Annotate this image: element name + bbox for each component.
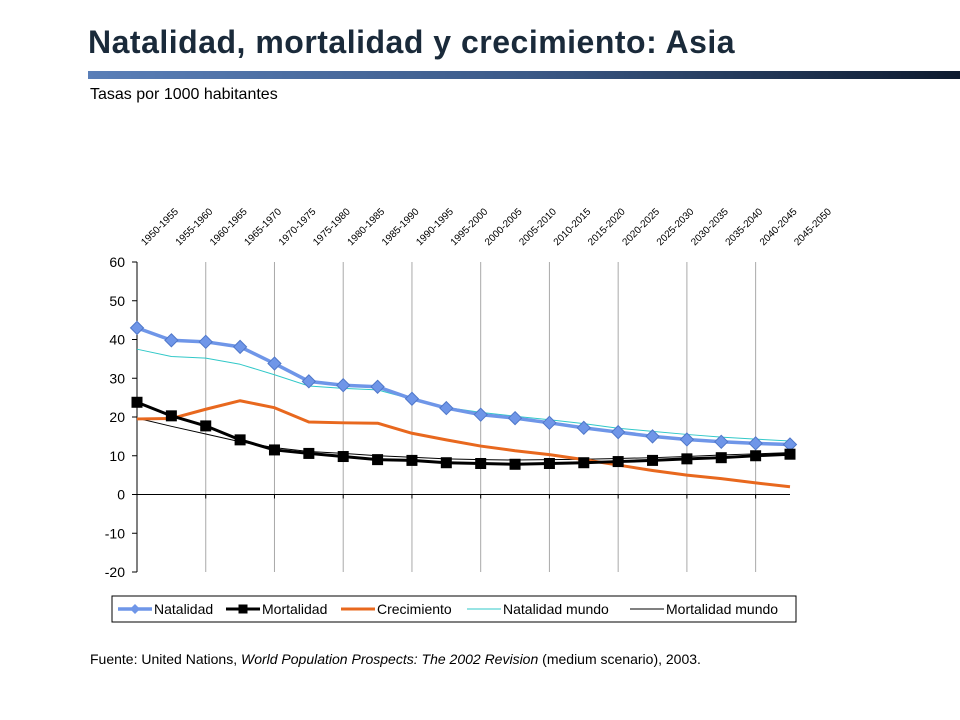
- data-point: [612, 456, 624, 468]
- data-point: [439, 400, 454, 416]
- data-point: [268, 444, 280, 456]
- data-point: [610, 424, 626, 440]
- source-scenario: medium scenario: [546, 651, 654, 667]
- data-point: [372, 454, 384, 466]
- series: [129, 320, 798, 489]
- y-tick-label: 20: [109, 409, 125, 425]
- data-point: [542, 415, 557, 431]
- legend-marker: [130, 604, 140, 614]
- y-tick-label: 40: [109, 332, 125, 348]
- data-point: [336, 378, 351, 393]
- source-prefix: Fuente: United Nations,: [90, 651, 241, 667]
- y-tick-label: 0: [117, 487, 125, 503]
- data-point: [198, 334, 213, 350]
- data-point: [404, 391, 420, 406]
- y-tick-label: 60: [109, 254, 125, 270]
- data-point: [473, 407, 488, 422]
- data-point: [440, 457, 452, 469]
- data-point: [475, 458, 487, 469]
- data-point: [164, 333, 179, 348]
- legend-label: Natalidad: [154, 601, 213, 617]
- y-tick-label: 30: [109, 370, 125, 386]
- data-point: [131, 396, 143, 408]
- legend-label: Crecimiento: [377, 601, 452, 617]
- data-point: [645, 429, 660, 444]
- data-point: [232, 339, 248, 355]
- chart-subtitle: Tasas por 1000 habitantes: [90, 86, 278, 103]
- data-point: [507, 410, 523, 426]
- data-point: [267, 356, 282, 371]
- data-point: [301, 374, 317, 389]
- data-point: [576, 420, 591, 436]
- source-open-paren: (: [538, 651, 547, 667]
- series-line: [136, 348, 791, 442]
- data-point: [679, 432, 695, 447]
- data-point: [714, 434, 729, 450]
- legend: Natalidad Mortalidad Crecimiento Natalidad …: [111, 595, 797, 623]
- y-tick-label: 10: [109, 448, 125, 464]
- data-point: [509, 458, 521, 470]
- data-point: [647, 454, 659, 466]
- title-rule: [88, 71, 960, 79]
- data-point: [784, 448, 796, 460]
- data-point: [129, 320, 145, 336]
- data-point: [234, 434, 246, 446]
- data-point: [750, 450, 762, 462]
- source-note: Fuente: United Nations, World Population…: [90, 651, 701, 667]
- data-point: [748, 436, 763, 451]
- data-point: [200, 420, 212, 432]
- data-point: [715, 452, 727, 464]
- data-point: [406, 454, 418, 466]
- y-tick-label: -10: [105, 525, 125, 541]
- y-tick-label: 50: [109, 293, 125, 309]
- data-point: [303, 447, 315, 459]
- period-label: 2045-2050: [792, 206, 834, 248]
- data-point: [578, 457, 590, 469]
- legend-label: Natalidad mundo: [503, 601, 609, 617]
- data-point: [337, 451, 349, 463]
- legend-label: Mortalidad: [262, 601, 327, 617]
- legend-label: Mortalidad mundo: [666, 601, 778, 617]
- series-line: [136, 400, 791, 466]
- slide-title: Natalidad, mortalidad y crecimiento: Asi…: [88, 24, 736, 60]
- data-point: [681, 453, 693, 465]
- data-point: [370, 379, 385, 394]
- legend-marker: [238, 604, 248, 614]
- series-line: [136, 399, 791, 489]
- grid-lines: [205, 262, 757, 572]
- source-suffix: ), 2003.: [653, 651, 701, 667]
- axes: 6050403020100-10-201950-19551955-1960196…: [105, 206, 834, 580]
- y-tick-label: -20: [105, 564, 125, 580]
- data-point: [165, 410, 177, 422]
- data-point: [543, 458, 555, 469]
- source-publication: World Population Prospects: The 2002 Rev…: [240, 651, 539, 667]
